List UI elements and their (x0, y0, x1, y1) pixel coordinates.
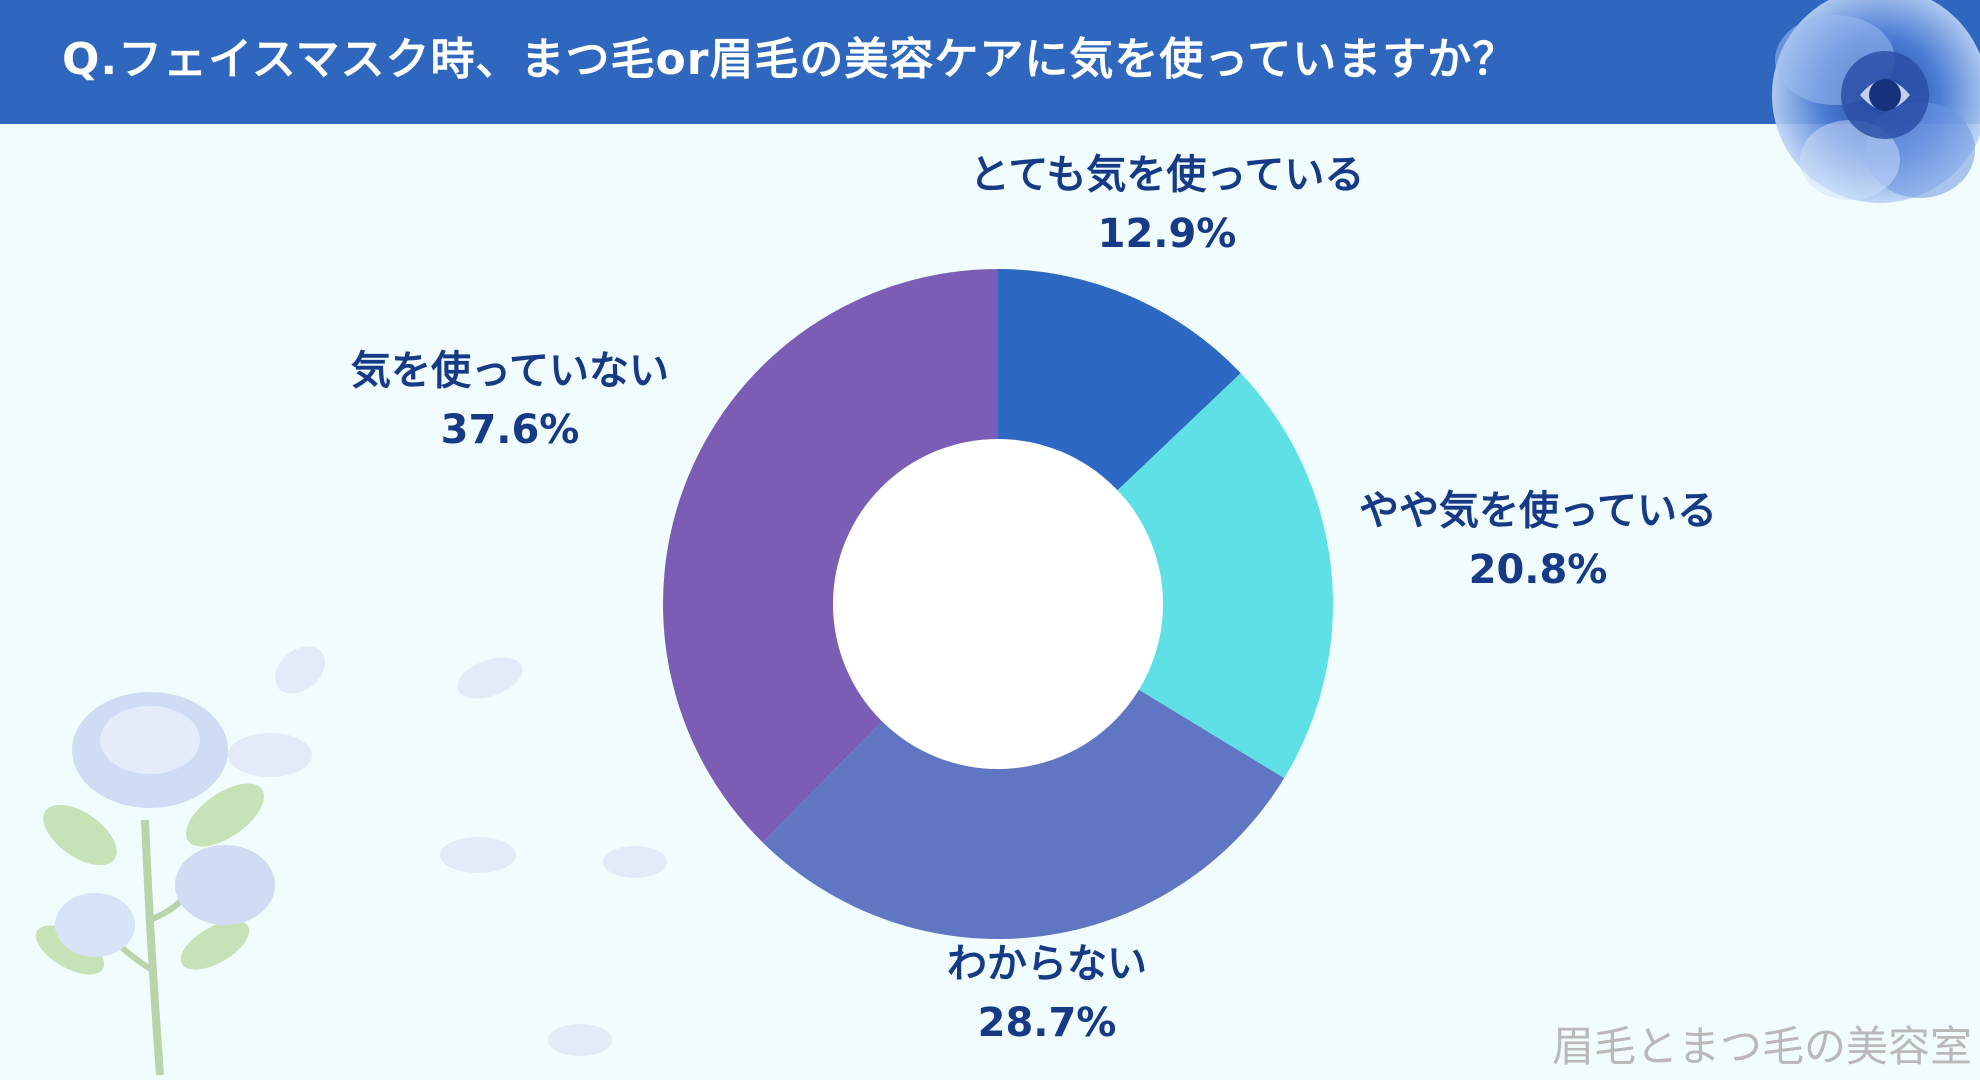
label-category-0: とても気を使っている (970, 152, 1365, 198)
rose-branch-decoration (35, 646, 667, 1076)
donut-slice-1 (998, 373, 1334, 779)
donut-slice-3 (663, 269, 998, 843)
label-category-2: わからない (947, 941, 1147, 987)
label-category-1: やや気を使っている (1359, 488, 1717, 534)
donut-slice-2 (762, 604, 1285, 940)
page-title: Q.フェイスマスク時、まつ毛or眉毛の美容ケアに気を使っていますか？ (62, 34, 1518, 85)
label-value-2: 28.7% (978, 1000, 1117, 1046)
blue-rose-decoration (1772, 0, 1980, 203)
label-category-3: 気を使っていない (351, 348, 669, 394)
label-value-3: 37.6% (441, 407, 580, 453)
donut-hole (833, 439, 1163, 769)
watermark: 眉毛とまつ毛の美容室 (1551, 1022, 1972, 1071)
label-value-1: 20.8% (1469, 547, 1608, 593)
label-value-0: 12.9% (1098, 211, 1237, 257)
header-bar: Q.フェイスマスク時、まつ毛or眉毛の美容ケアに気を使っていますか？ (0, 0, 1980, 124)
